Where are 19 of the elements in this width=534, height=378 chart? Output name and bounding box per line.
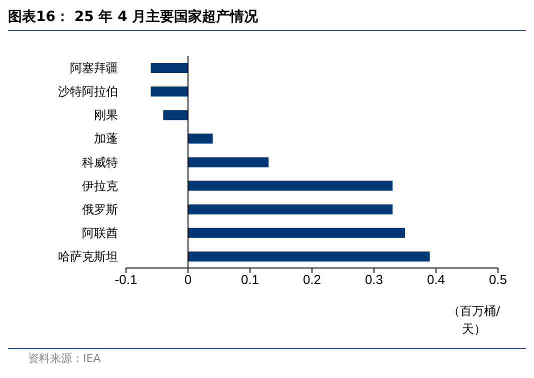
x-tick-label: 0.1 <box>240 272 260 288</box>
y-tick-label: 俄罗斯 <box>82 202 118 216</box>
y-tick-label: 伊拉克 <box>82 178 118 193</box>
y-tick-label: 沙特阿拉伯 <box>58 84 118 99</box>
x-tick-label: 0.3 <box>364 272 384 288</box>
x-axis-title: （百万桶/天） <box>446 303 502 338</box>
y-tick-label: 阿联酋 <box>82 226 118 240</box>
x-tick-label: 0.2 <box>302 272 322 288</box>
x-tick-label: 0.4 <box>426 272 446 288</box>
x-tick-label: 0.5 <box>488 272 508 288</box>
chart-title: 图表16： 25 年 4 月主要国家超产情况 <box>8 8 258 26</box>
y-tick-label: 加蓬 <box>94 132 118 146</box>
x-tick-label: 0 <box>184 272 192 288</box>
y-tick-label: 哈萨克斯坦 <box>58 249 118 264</box>
y-tick-label: 科威特 <box>82 155 118 170</box>
y-tick-label: 刚果 <box>94 108 118 122</box>
x-tick-label: -0.1 <box>114 272 138 288</box>
text: 资料来源：IEA <box>28 351 101 366</box>
y-tick-label: 阿塞拜疆 <box>70 61 118 76</box>
